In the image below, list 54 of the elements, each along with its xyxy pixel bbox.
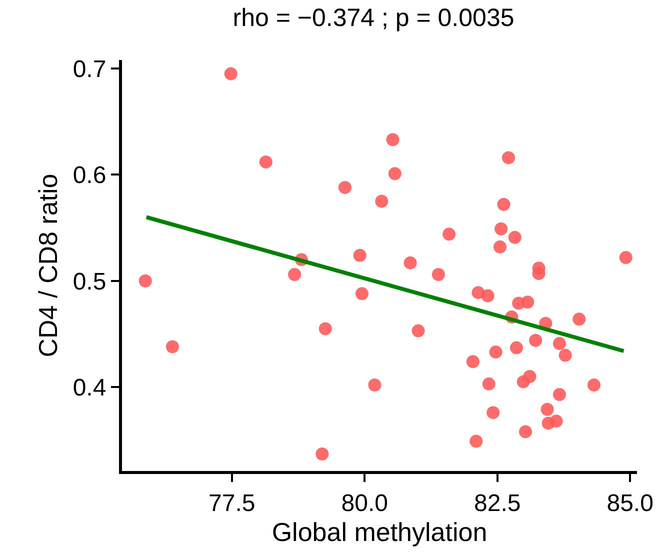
point (523, 370, 536, 383)
point (375, 194, 388, 208)
point (494, 222, 508, 236)
point (558, 348, 572, 362)
point (552, 388, 566, 402)
point (442, 228, 456, 241)
point (519, 425, 532, 438)
point (353, 248, 366, 262)
point (489, 346, 502, 359)
y-tick-label: 0.4 (72, 374, 106, 402)
point (404, 256, 417, 270)
x-tick-label: 80.0 (341, 490, 388, 517)
point (388, 167, 402, 180)
point (497, 198, 510, 211)
point (486, 406, 500, 420)
point (587, 378, 600, 392)
point (432, 268, 445, 282)
point (494, 240, 507, 254)
point (316, 448, 329, 461)
y-axis-title: CD4 / CD8 ratio (33, 174, 64, 358)
point (510, 341, 523, 354)
x-tick-label: 85.0 (606, 490, 654, 517)
x-tick-label: 77.5 (208, 490, 256, 517)
x-axis-title: Global methylation (272, 516, 488, 547)
point (138, 274, 152, 288)
point (540, 402, 554, 416)
point (355, 287, 368, 300)
point (529, 334, 542, 347)
point (550, 414, 563, 428)
point (552, 337, 566, 350)
point (166, 340, 179, 354)
y-tick-label: 0.6 (72, 162, 106, 190)
point (508, 230, 522, 244)
point (521, 296, 534, 309)
point (572, 312, 586, 326)
point (466, 355, 480, 368)
point (386, 133, 400, 146)
point (224, 67, 238, 80)
point (368, 378, 382, 392)
y-tick-label: 0.5 (72, 268, 106, 296)
point (482, 377, 496, 390)
chart-title: rho = −0.374 ; p = 0.0035 (232, 4, 514, 32)
point (481, 289, 494, 302)
point (288, 268, 302, 282)
point (532, 266, 546, 280)
point (338, 180, 352, 194)
x-tick-label: 82.5 (474, 490, 521, 517)
point (502, 151, 516, 164)
point (318, 322, 332, 336)
point (259, 155, 272, 168)
point (412, 324, 425, 338)
y-tick-label: 0.7 (72, 56, 106, 83)
point (470, 434, 483, 448)
point (619, 251, 632, 264)
